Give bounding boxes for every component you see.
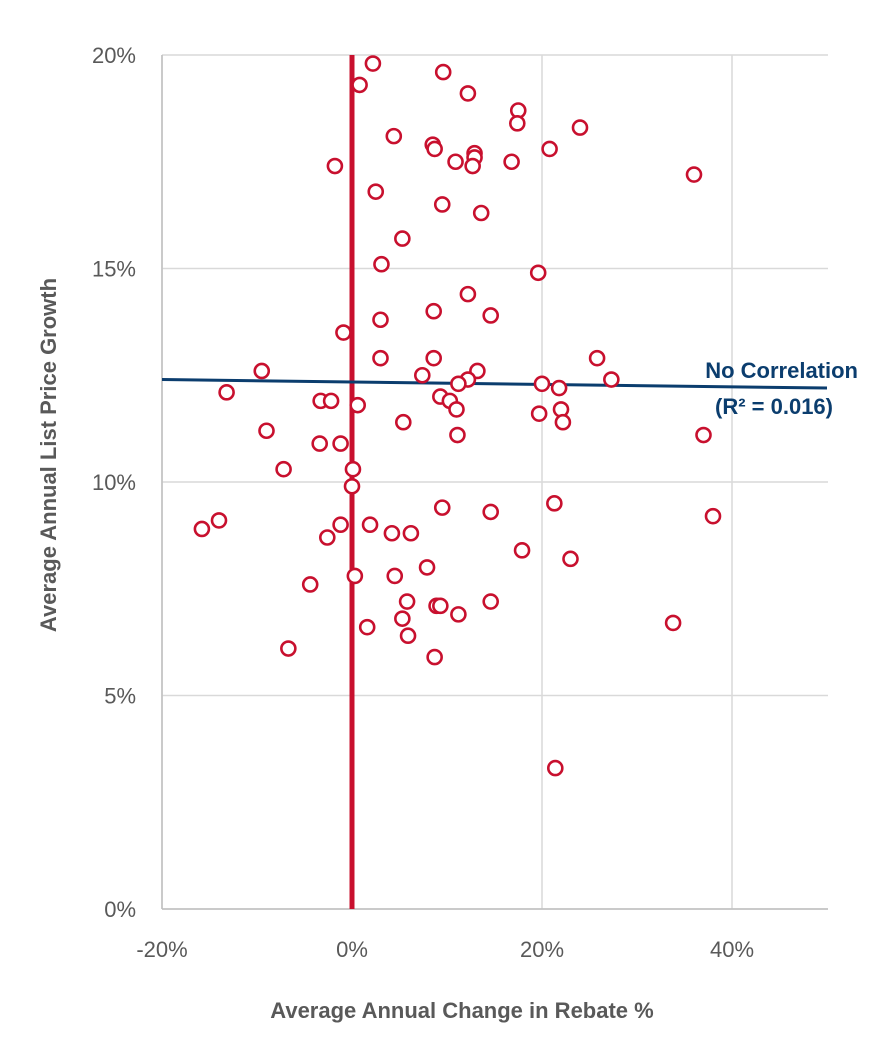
scatter-point	[433, 196, 451, 213]
scatter-point	[326, 157, 344, 175]
scatter-point	[433, 499, 451, 516]
data-points	[193, 55, 722, 777]
scatter-point	[413, 366, 431, 384]
scatter-point	[193, 520, 211, 538]
scatter-point	[664, 614, 682, 632]
scatter-point	[482, 307, 500, 324]
scatter-point	[685, 166, 703, 183]
scatter-point	[386, 567, 404, 585]
scatter-point	[459, 285, 477, 303]
scatter-point	[361, 516, 379, 534]
scatter-point	[318, 529, 336, 546]
scatter-point	[258, 422, 275, 440]
y-tick-label: 20%	[92, 43, 136, 68]
scatter-point	[349, 396, 367, 414]
scatter-point	[372, 311, 389, 329]
x-tick-label: 20%	[520, 937, 564, 962]
scatter-point	[398, 593, 416, 610]
scatter-point	[335, 324, 352, 341]
scatter-point	[482, 503, 500, 521]
scatter-point	[464, 157, 481, 175]
scatter-point	[351, 76, 368, 94]
scatter-point	[533, 375, 551, 393]
scatter-point	[450, 375, 467, 393]
y-tick-label: 5%	[104, 684, 136, 709]
scatter-point	[364, 55, 382, 72]
scatter-point	[425, 302, 443, 320]
y-tick-label: 10%	[92, 470, 136, 495]
x-axis-title: Average Annual Change in Rebate %	[270, 998, 653, 1023]
scatter-point	[459, 85, 477, 102]
scatter-point	[425, 349, 443, 367]
scatter-point	[603, 371, 620, 388]
scatter-point	[343, 477, 361, 495]
scatter-point	[418, 559, 436, 576]
scatter-point	[571, 119, 589, 136]
x-tick-label: 0%	[336, 937, 368, 962]
scatter-point	[450, 606, 467, 623]
scatter-point	[394, 413, 412, 431]
scatter-point	[253, 362, 271, 380]
scatter-point	[394, 610, 411, 627]
scatter-point	[218, 384, 235, 401]
correlation-annotation-title: No Correlation	[705, 358, 858, 383]
scatter-point	[448, 401, 465, 418]
scatter-point	[426, 648, 443, 666]
scatter-point	[373, 255, 390, 273]
scatter-point	[372, 349, 389, 367]
scatter-point	[210, 512, 228, 529]
y-axis-title: Average Annual List Price Growth	[36, 278, 61, 632]
x-tick-label: 40%	[710, 937, 754, 962]
scatter-point	[513, 542, 531, 559]
scatter-point	[402, 524, 420, 542]
scatter-point	[332, 435, 349, 452]
scatter-point	[550, 379, 568, 397]
scatter-point	[301, 576, 319, 593]
scatter-point	[280, 640, 297, 657]
scatter-point	[554, 413, 572, 431]
scatter-point	[385, 127, 403, 145]
scatter-point	[394, 230, 411, 247]
scatter-point	[434, 63, 452, 81]
scatter-point	[358, 618, 376, 636]
scatter-point	[383, 524, 401, 542]
scatter-point	[346, 567, 364, 585]
scatter-point	[322, 392, 340, 410]
scatter-point	[530, 405, 548, 422]
x-tick-label: -20%	[136, 937, 187, 962]
scatter-point	[344, 460, 362, 478]
scatter-point	[332, 516, 349, 534]
scatter-point	[367, 183, 385, 200]
scatter-point	[508, 115, 526, 132]
x-axis-tick-labels: -20% 0% 20% 40%	[136, 937, 754, 962]
scatter-point	[482, 593, 500, 610]
scatter-point	[588, 349, 606, 367]
scatter-point	[447, 153, 464, 171]
scatter-point	[503, 153, 520, 171]
y-tick-label: 15%	[92, 257, 136, 282]
scatter-point	[311, 435, 329, 452]
scatter-point	[704, 507, 722, 525]
scatter-point	[449, 426, 466, 444]
scatter-point	[426, 140, 443, 158]
y-axis-tick-labels: 0% 5% 10% 15% 20%	[92, 43, 136, 922]
trendline	[161, 378, 828, 390]
y-tick-label: 0%	[104, 897, 136, 922]
gridlines	[161, 54, 828, 910]
scatter-point	[432, 597, 449, 615]
scatter-point	[546, 759, 564, 777]
r-squared-annotation: (R² = 0.016)	[715, 394, 833, 419]
scatter-point	[275, 460, 292, 478]
scatter-point	[472, 204, 490, 222]
trendline-group	[161, 378, 828, 390]
scatter-point	[399, 627, 417, 645]
scatter-point	[546, 495, 563, 512]
scatter-point	[529, 264, 547, 282]
scatter-point	[541, 140, 558, 158]
scatter-point	[695, 426, 712, 444]
scatter-point	[562, 550, 579, 568]
